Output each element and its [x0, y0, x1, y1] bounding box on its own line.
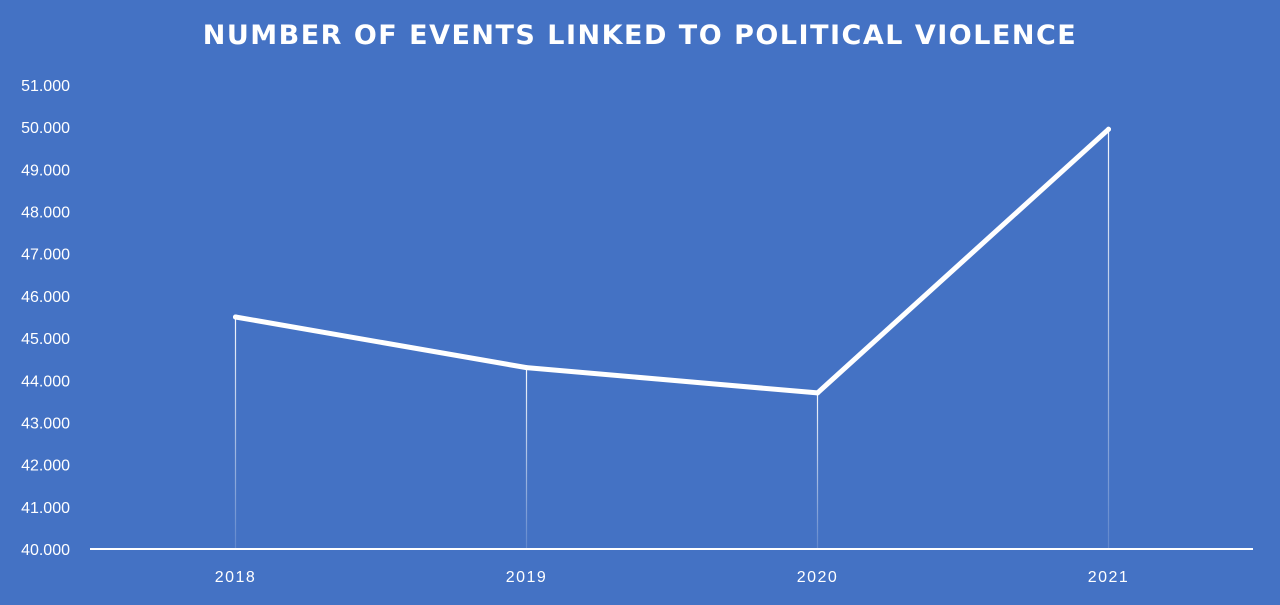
- y-tick-label: 42.000: [21, 458, 70, 475]
- y-tick-label: 51.000: [21, 78, 70, 95]
- y-tick-label: 41.000: [21, 500, 70, 517]
- x-tick-label: 2020: [797, 569, 839, 586]
- x-tick-label: 2018: [215, 569, 257, 586]
- drop-line: [525, 367, 528, 549]
- drop-line: [234, 317, 237, 549]
- y-tick-label: 50.000: [21, 120, 70, 137]
- y-tick-label: 48.000: [21, 205, 70, 222]
- y-tick-label: 44.000: [21, 373, 70, 390]
- y-tick-label: 43.000: [21, 415, 70, 432]
- y-tick-label: 47.000: [21, 247, 70, 264]
- y-tick-label: 49.000: [21, 162, 70, 179]
- data-point: [815, 390, 820, 396]
- data-point: [524, 365, 529, 371]
- y-tick-label: 40.000: [21, 542, 70, 559]
- x-tick-label: 2021: [1088, 569, 1130, 586]
- data-point: [1106, 126, 1111, 132]
- x-tick-label: 2019: [506, 569, 548, 586]
- drop-line: [1107, 129, 1110, 550]
- y-tick-label: 46.000: [21, 289, 70, 306]
- y-tick-label: 45.000: [21, 331, 70, 348]
- chart-title: NUMBER OF EVENTS LINKED TO POLITICAL VIO…: [202, 20, 1078, 51]
- series-line: [233, 126, 1111, 396]
- data-point: [233, 314, 238, 320]
- drop-line: [816, 392, 819, 549]
